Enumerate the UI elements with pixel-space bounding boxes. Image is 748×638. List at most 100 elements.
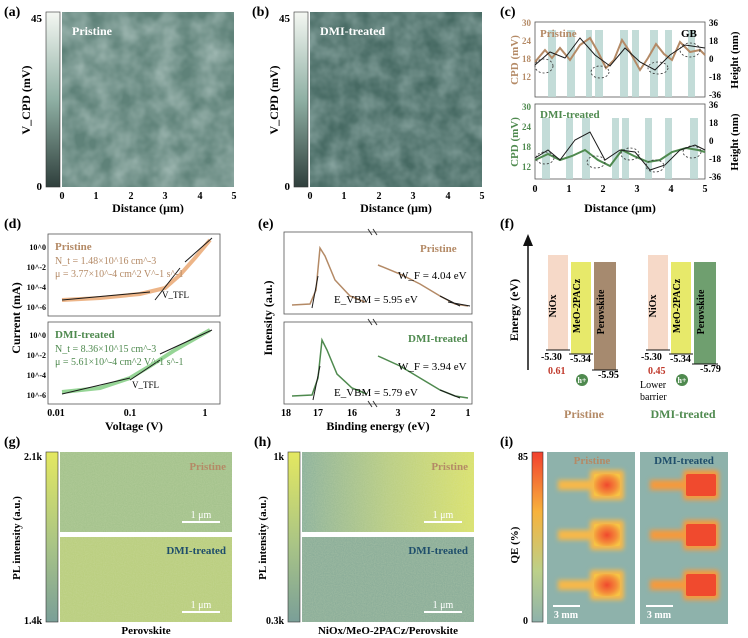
sclc-plot-dmi: DMI-treated N_t = 8.36×10^15 cm^-3 μ = 5… xyxy=(47,321,221,405)
svg-text:1: 1 xyxy=(94,191,99,202)
h-bottom-label: DMI-treated xyxy=(408,545,468,557)
e-top-label: Pristine xyxy=(420,243,457,255)
title-b: DMI-treated xyxy=(320,24,385,38)
afm-texture-a xyxy=(62,12,234,187)
e-bottom-label: DMI-treated xyxy=(408,333,468,345)
svg-text:0: 0 xyxy=(308,191,313,202)
svg-text:5: 5 xyxy=(232,191,237,202)
xlabel-a: Distance (μm) xyxy=(112,201,184,215)
h-xlabel: NiOx/MeO-2PACz/Perovskite xyxy=(318,625,458,637)
panel-label-h: (h) xyxy=(254,435,271,450)
g-bottom-label: DMI-treated xyxy=(166,545,226,557)
svg-text:10^-6: 10^-6 xyxy=(27,391,46,400)
c-left-ticks-bottom: 30 24 18 12 xyxy=(522,102,532,172)
svg-text:36: 36 xyxy=(709,100,719,110)
c-ylabel-left-top: CPD (mV) xyxy=(509,35,521,85)
scale-h-bottom: 1 μm xyxy=(433,600,454,611)
energy-axis: Energy (eV) xyxy=(507,234,533,370)
svg-text:0.1: 0.1 xyxy=(124,408,137,419)
svg-text:NiOx: NiOx xyxy=(548,295,559,318)
svg-text:NiOx: NiOx xyxy=(648,295,659,318)
svg-text:5: 5 xyxy=(480,191,485,202)
svg-text:0.01: 0.01 xyxy=(47,408,65,419)
g-xlabel: Perovskite xyxy=(121,625,170,637)
svg-text:-5.30: -5.30 xyxy=(541,352,562,363)
pl-grain-g-bottom xyxy=(60,537,232,622)
colorbar-b xyxy=(293,11,309,188)
ylabel-a: V_CPD (mV) xyxy=(19,66,33,135)
svg-text:Lower: Lower xyxy=(640,380,667,391)
band-diagram-pristine: NiOx MeO-2PACz Perovskite -5.30 -5.34 -5… xyxy=(541,255,619,421)
scale-g-bottom: 1 μm xyxy=(191,600,212,611)
xaxis-b: 0 1 2 3 4 5 xyxy=(308,191,485,202)
e-bottom-wf: W_F = 3.94 eV xyxy=(398,361,467,373)
c-right-ticks-top: 36 18 0 -18 -36 xyxy=(709,18,721,100)
svg-text:MeO-2PACz: MeO-2PACz xyxy=(572,278,583,333)
svg-text:DMI-treated: DMI-treated xyxy=(654,455,714,467)
svg-text:0: 0 xyxy=(60,191,65,202)
d-bottom-nt: N_t = 8.36×10^15 cm^-3 xyxy=(55,344,156,355)
svg-text:-36: -36 xyxy=(709,90,721,100)
pl-grain-g-top xyxy=(60,452,232,532)
svg-text:18: 18 xyxy=(522,142,532,152)
g-ylabel: PL intensity (a.u.) xyxy=(11,496,23,580)
svg-text:12: 12 xyxy=(522,162,532,172)
svg-text:2: 2 xyxy=(129,191,134,202)
d-ylabel: Current (mA) xyxy=(9,282,23,353)
panel-label-g: (g) xyxy=(4,435,21,450)
cbar-a-top: 45 xyxy=(31,13,43,25)
svg-text:h+: h+ xyxy=(577,376,586,385)
svg-text:5: 5 xyxy=(703,184,708,195)
svg-text:0: 0 xyxy=(709,54,714,64)
svg-text:barrier: barrier xyxy=(640,392,667,403)
svg-text:2: 2 xyxy=(377,191,382,202)
colorbar-a xyxy=(45,11,61,188)
d-top-label: Pristine xyxy=(55,241,92,253)
pl-grain-h-top xyxy=(302,452,474,532)
xlabel-b: Distance (μm) xyxy=(360,201,432,215)
c-ylabel-left-bottom: CPD (mV) xyxy=(509,117,521,167)
svg-text:3: 3 xyxy=(396,408,401,419)
svg-text:3: 3 xyxy=(163,191,168,202)
d-yticks: 10^0 10^-2 10^-4 10^-6 10^0 10^-2 10^-4 … xyxy=(27,243,46,400)
svg-text:-36: -36 xyxy=(709,172,721,182)
sclc-plot-pristine: Pristine N_t = 1.48×10^16 cm^-3 μ = 3.77… xyxy=(47,233,221,317)
svg-text:-5.79: -5.79 xyxy=(700,364,721,375)
svg-text:3 mm: 3 mm xyxy=(554,610,579,621)
afm-texture-b xyxy=(310,12,482,187)
cbar-i-top: 85 xyxy=(518,452,528,463)
panel-label-i: (i) xyxy=(500,435,514,450)
d-top-vtfl: V_TFL xyxy=(162,290,189,300)
panel-label-a: (a) xyxy=(4,5,21,20)
c-xticks: 0 1 2 3 4 5 xyxy=(533,184,708,195)
h-top-label: Pristine xyxy=(431,461,468,473)
label-c-dmi: DMI-treated xyxy=(540,109,600,121)
panel-label-c: (c) xyxy=(500,5,516,20)
svg-text:2: 2 xyxy=(601,184,606,195)
svg-text:17: 17 xyxy=(313,408,323,419)
svg-text:24: 24 xyxy=(522,122,532,132)
band-diagram-dmi: NiOx MeO-2PACz Perovskite -5.30 -5.34 -5… xyxy=(640,255,721,421)
height-curve-dmi xyxy=(534,131,706,171)
label-c-pristine: Pristine xyxy=(540,28,577,40)
scale-h-top: 1 μm xyxy=(433,510,454,521)
e-bottom-evbm: E_VBM = 5.79 eV xyxy=(334,387,418,399)
cpd-plot-pristine: Pristine GB xyxy=(534,21,706,98)
svg-text:4: 4 xyxy=(198,191,203,202)
svg-text:Energy (eV): Energy (eV) xyxy=(507,279,521,341)
cbar-b-bottom: 0 xyxy=(285,181,291,193)
colorbar-g xyxy=(45,451,59,623)
ylabel-b: V_CPD (mV) xyxy=(267,66,281,135)
scale-g-top: 1 μm xyxy=(191,510,212,521)
svg-text:18: 18 xyxy=(281,408,291,419)
svg-text:-5.34: -5.34 xyxy=(570,354,591,365)
svg-text:10^0: 10^0 xyxy=(29,331,46,340)
svg-text:Pristine: Pristine xyxy=(564,407,605,421)
ups-plot-dmi: DMI-treated W_F = 3.94 eV E_VBM = 5.79 e… xyxy=(283,321,473,405)
h-ylabel: PL intensity (a.u.) xyxy=(257,496,269,580)
panel-label-d: (d) xyxy=(4,217,21,232)
svg-text:2: 2 xyxy=(431,408,436,419)
svg-text:36: 36 xyxy=(709,18,719,28)
svg-text:16: 16 xyxy=(347,408,357,419)
